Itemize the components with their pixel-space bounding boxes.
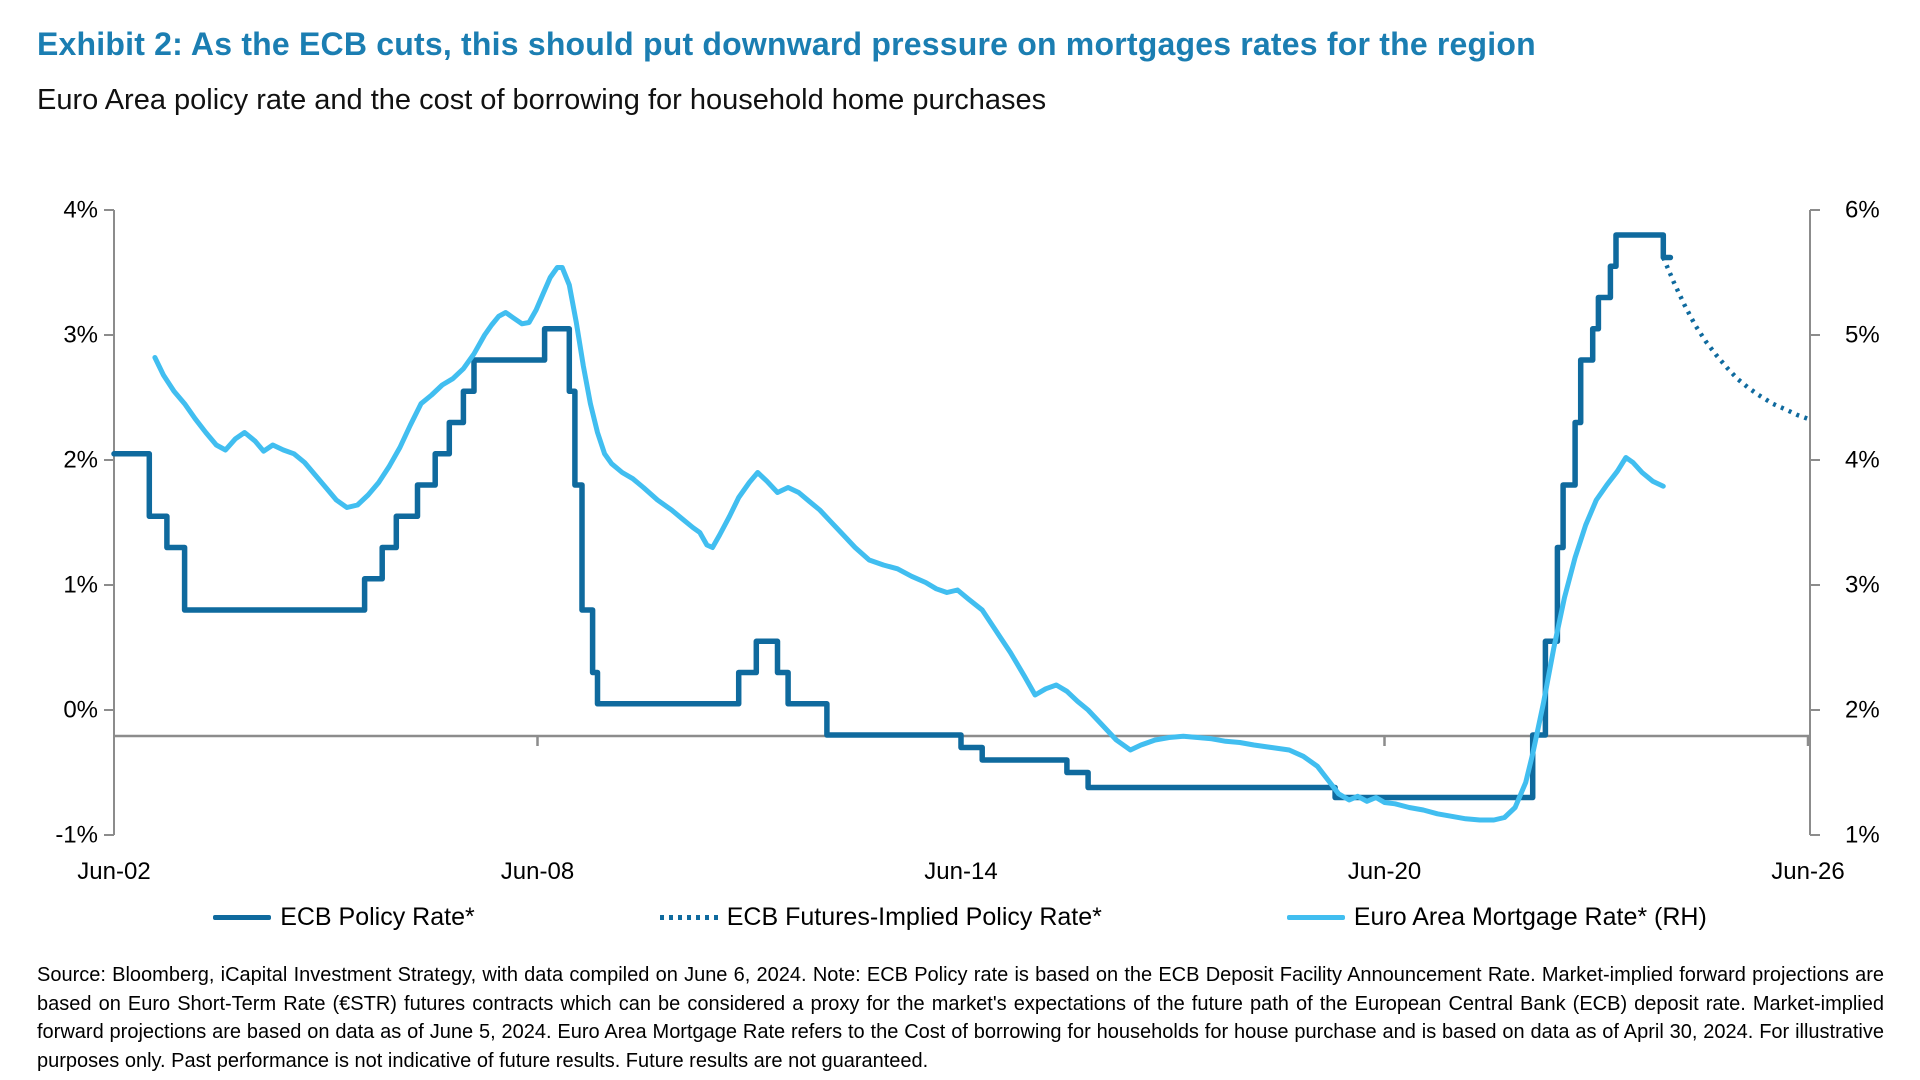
legend-label: ECB Policy Rate* <box>280 903 475 931</box>
legend-label: Euro Area Mortgage Rate* (RH) <box>1353 903 1707 931</box>
legend-item-1: ECB Futures-Implied Policy Rate* <box>659 903 1102 932</box>
y-axis-right-label: 4% <box>1845 447 1880 474</box>
series-2-line <box>152 265 1666 823</box>
y-axis-right-label: 3% <box>1845 572 1880 599</box>
y-axis-left-label: 2% <box>63 447 98 474</box>
x-axis-label: Jun-26 <box>1771 858 1844 885</box>
legend-swatch-dotted-dark-icon <box>659 915 718 920</box>
y-axis-left-label: 3% <box>63 322 98 349</box>
legend-item-2: Euro Area Mortgage Rate* (RH) <box>1286 903 1707 932</box>
x-axis-label: Jun-20 <box>1348 858 1421 885</box>
chart-svg: 4% 3% 2% 1% 0% -1% 6% 5% 4% 3% 2% 1% Jun-02 Jun-08 Jun… <box>55 197 1880 886</box>
x-axis-label: Jun-08 <box>501 858 574 885</box>
y-axis-left-label: -1% <box>55 822 98 849</box>
legend-swatch-solid-dark-icon <box>213 915 272 920</box>
y-axis-right-label: 6% <box>1845 197 1880 224</box>
chart-area: 4% 3% 2% 1% 0% -1% 6% 5% 4% 3% 2% 1% Jun-02 Jun-08 Jun… <box>0 140 1920 900</box>
y-axis-right-label: 2% <box>1845 697 1880 724</box>
legend-swatch-solid-light-icon <box>1286 915 1345 920</box>
y-axis-left <box>104 209 115 836</box>
legend-item-0: ECB Policy Rate* <box>213 903 475 932</box>
series-0-line <box>111 232 1674 801</box>
x-axis-label: Jun-14 <box>924 858 997 885</box>
series-1-line <box>1661 256 1809 421</box>
chart-subtitle: Euro Area policy rate and the cost of bo… <box>37 84 1047 116</box>
x-axis-label: Jun-02 <box>77 858 150 885</box>
chart-legend: ECB Policy Rate* ECB Futures-Implied Poli… <box>0 903 1920 932</box>
legend-label: ECB Futures-Implied Policy Rate* <box>726 903 1102 931</box>
exhibit-title: Exhibit 2: As the ECB cuts, this should … <box>37 26 1536 62</box>
y-axis-left-label: 0% <box>63 697 98 724</box>
y-axis-right-label: 1% <box>1845 822 1880 849</box>
y-axis-left-label: 4% <box>63 197 98 224</box>
source-note: Source: Bloomberg, iCapital Investment S… <box>37 964 1884 1072</box>
y-axis-right-label: 5% <box>1845 322 1880 349</box>
y-axis-right <box>1809 209 1820 836</box>
y-axis-left-label: 1% <box>63 572 98 599</box>
